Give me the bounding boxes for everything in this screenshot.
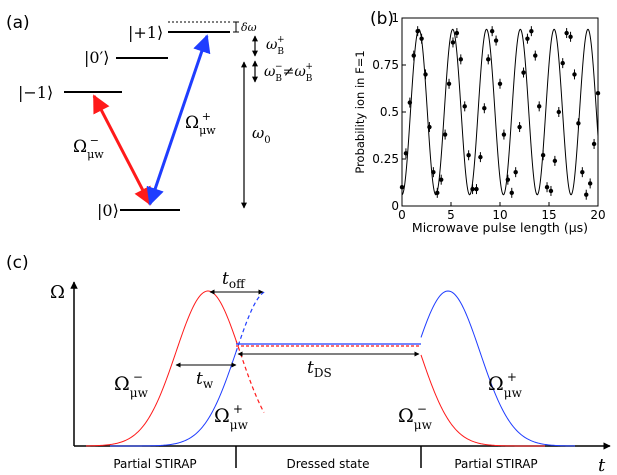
panel-c: (c) Ω t Partial STIRAP Dressed state Par… [6,253,611,475]
transition-blue-arrow [146,34,211,206]
data-point [513,169,518,175]
data-point [486,57,491,62]
data-point [450,40,456,45]
data-point [572,72,577,77]
x-tick-label: 10 [492,208,507,222]
chart-xlabel: Microwave pulse length (μs) [412,220,588,235]
label-plus1: |+1⟩ [128,23,163,42]
panel-c-label: (c) [6,253,29,273]
chart-ylabel: Probability ion in F=1 [353,50,367,173]
data-point [509,190,514,196]
data-point [423,72,428,77]
data-point [552,158,558,164]
y-tick-label: 1 [391,11,399,25]
chart-points [399,26,601,200]
panel-b: (b) 0 5 10 15 20 0 0.25 0.5 0.75 1 Microwave puls… [353,9,606,235]
chart-ticks: 0 5 10 15 20 0 0.25 0.5 0.75 1 [372,11,605,222]
data-point [474,186,479,192]
panel-a: (a) |+1⟩ |0′⟩ |−1⟩ |0⟩ Ωμw− Ωμw+ δω ωB+ [6,13,313,220]
data-point [521,70,526,75]
label-zero-prime: |0′⟩ [84,48,109,67]
rabi-plus-label: Ωμw+ [185,110,216,137]
data-point [454,30,460,36]
x-tick-label: 20 [590,208,605,222]
data-point [560,60,565,66]
data-point [411,53,416,58]
data-point [529,28,534,34]
data-point [478,154,483,160]
data-point [591,141,597,147]
c-omega-plus-right: Ωμw+ [488,370,523,400]
data-point [544,185,550,190]
panel-a-label: (a) [6,13,30,33]
data-point [501,132,507,137]
c-omega-minus-left: Ωμw− [114,370,149,400]
data-point [548,188,554,194]
x-tick-label: 5 [447,208,455,222]
data-point [466,153,471,158]
data-point [442,132,448,137]
panel-b-label: (b) [370,9,394,29]
c-x-axis-label: t [598,455,606,475]
data-point [462,104,467,109]
data-point [580,169,585,175]
data-point [399,185,405,190]
data-point [493,38,499,43]
omega0-label: ω0 [252,124,271,146]
label-zero: |0⟩ [97,201,119,220]
data-point [458,57,463,62]
data-point [584,192,589,197]
data-point [556,109,561,115]
y-tick-label: 0.75 [372,58,399,72]
c-pulse-red-right [420,354,545,447]
c-pulse-blue-left-dashed [235,290,267,353]
c-pulse-blue-right [420,290,576,447]
delta-omega-label: δω [241,21,257,34]
t-ds-label: tDS [307,358,332,380]
label-minus1: |−1⟩ [18,83,53,102]
c-y-axis-label: Ω [50,282,65,303]
data-point [587,181,593,186]
data-point [533,53,538,58]
transition-red-arrow [92,94,152,206]
phase-label-3: Partial STIRAP [454,457,537,471]
data-point [568,34,573,39]
y-tick-label: 0.5 [380,105,399,119]
data-point [564,30,569,36]
x-tick-label: 0 [398,208,406,222]
phase-label-1: Partial STIRAP [113,457,196,471]
phase-label-2: Dressed state [286,457,369,471]
omega-b-plus-label: ωB+ [266,35,285,57]
data-point [525,36,530,41]
data-point [403,151,409,156]
data-point [482,106,487,111]
c-omega-minus-right: Ωμw− [398,402,433,432]
data-point [537,104,542,109]
data-point [595,91,601,96]
data-point [439,177,444,182]
y-tick-label: 0 [391,199,399,213]
t-w-label: tw [196,369,214,391]
data-point [489,28,495,34]
c-omega-plus-mid: Ωμw+ [214,402,249,432]
data-point [446,81,452,87]
t-off-label: toff [222,269,246,291]
omega-b-ineq-label: ωB−≠ωB+ [264,62,313,84]
y-tick-label: 0.25 [372,152,399,166]
x-tick-label: 15 [541,208,556,222]
rabi-minus-label: Ωμw− [73,134,104,161]
chart-fit-curve [401,28,599,196]
data-point [517,124,522,130]
data-point [497,81,503,87]
c-pulse-blue-left [110,351,237,447]
